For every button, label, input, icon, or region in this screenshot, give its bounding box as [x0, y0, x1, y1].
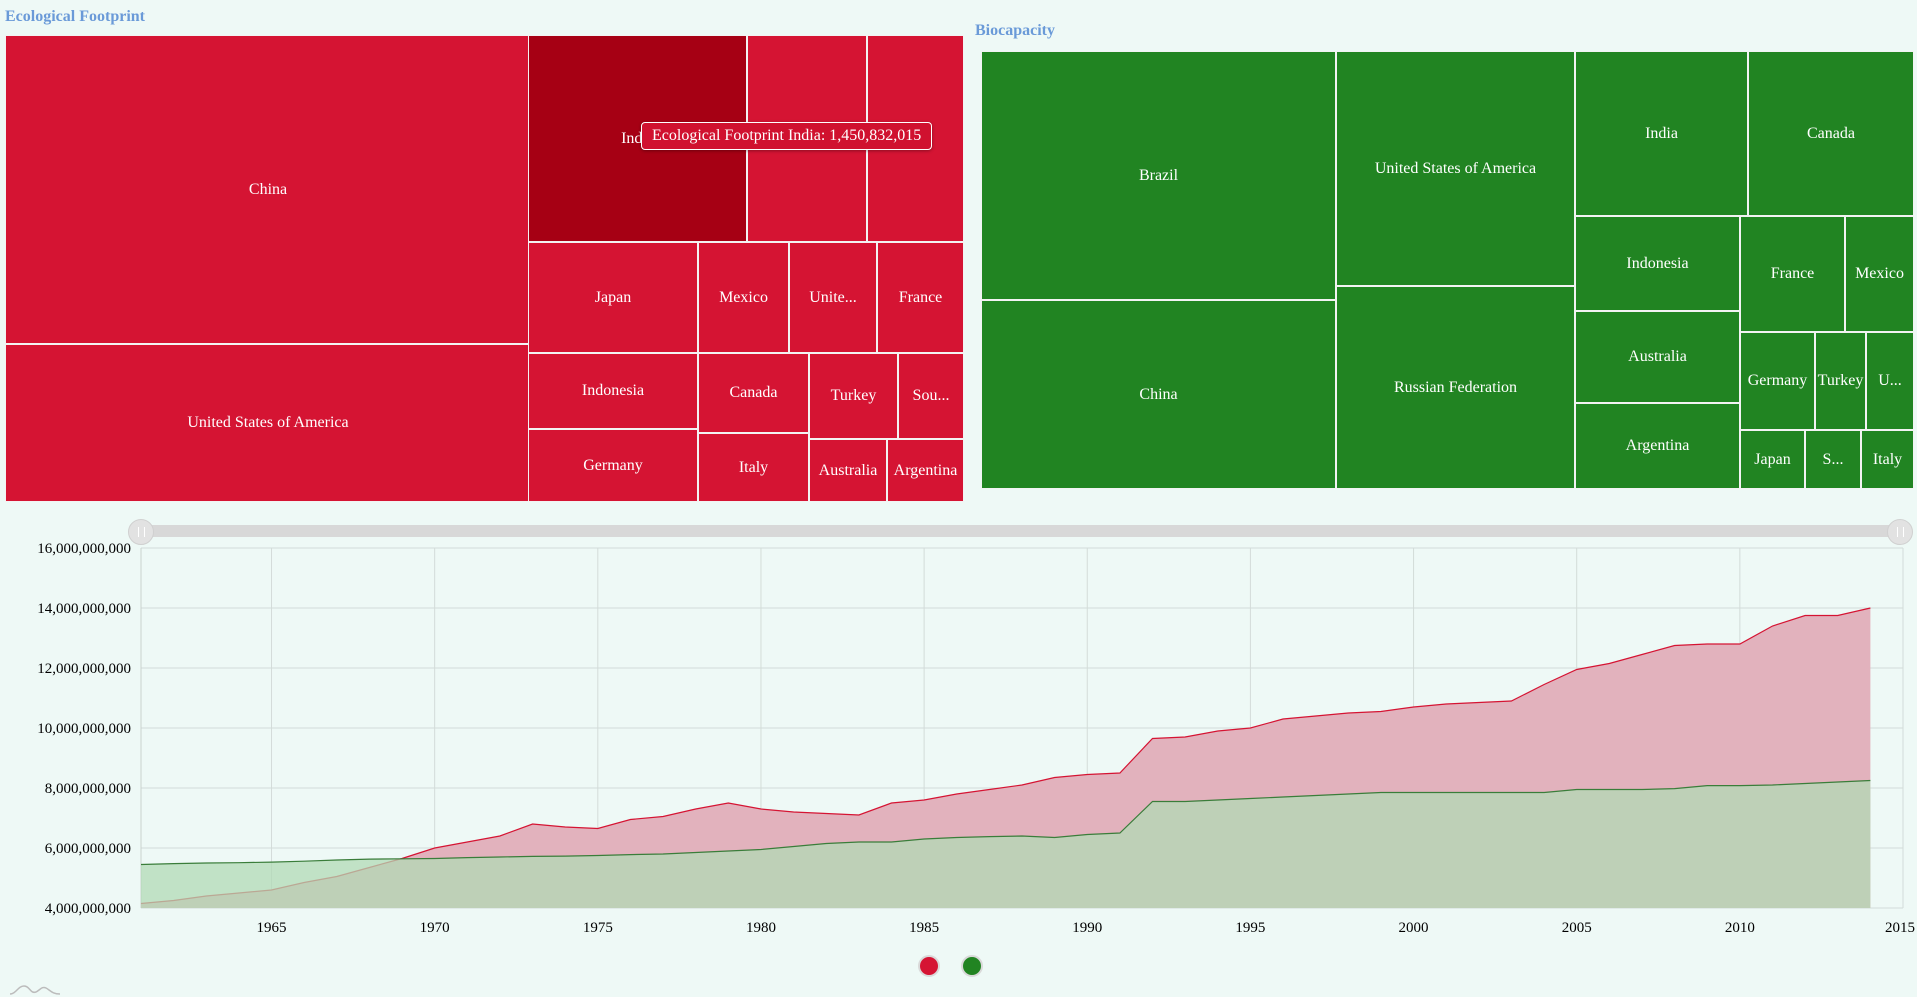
bc-cell[interactable]: France [1740, 216, 1845, 332]
ef-cell[interactable]: France [877, 242, 964, 353]
series-line-1 [140, 779, 1871, 866]
bc-cell[interactable]: China [981, 300, 1336, 489]
ef-cell[interactable]: Sou... [898, 353, 964, 439]
ef-cell[interactable]: Australia [809, 439, 887, 502]
bc-cell[interactable]: Brazil [981, 51, 1336, 300]
bc-cell[interactable]: Turkey [1815, 332, 1866, 430]
y-tick-label: 14,000,000,000 [37, 601, 131, 617]
legend-ecological-footprint[interactable] [918, 955, 940, 977]
y-tick-label: 12,000,000,000 [37, 661, 131, 677]
ef-cell[interactable]: Turkey [809, 353, 898, 439]
ef-cell[interactable]: Indonesia [528, 353, 698, 429]
x-tick-label: 1990 [1072, 920, 1102, 936]
ef-cell[interactable]: Argentina [887, 439, 964, 502]
bc-cell[interactable]: Italy [1861, 430, 1914, 489]
bc-cell[interactable]: United States of America [1336, 51, 1575, 286]
ef-cell[interactable]: Canada [698, 353, 809, 433]
x-tick-label: 1980 [746, 920, 776, 936]
x-tick-label: 1995 [1235, 920, 1265, 936]
x-tick-label: 2015 [1885, 920, 1915, 936]
legend-biocapacity[interactable] [961, 955, 983, 977]
chart-library-logo [9, 985, 61, 995]
y-tick-label: 10,000,000,000 [37, 721, 131, 737]
x-tick-label: 1970 [420, 920, 450, 936]
bc-cell[interactable]: Germany [1740, 332, 1815, 430]
bc-cell[interactable]: Canada [1748, 51, 1914, 216]
x-tick-label: 1985 [909, 920, 939, 936]
x-tick-label: 2000 [1399, 920, 1429, 936]
treemap-tooltip: Ecological Footprint India: 1,450,832,01… [641, 122, 933, 150]
ef-cell[interactable]: Japan [528, 242, 698, 353]
biocapacity-title: Biocapacity [975, 22, 1055, 39]
ef-cell[interactable]: Germany [528, 429, 698, 502]
bc-cell[interactable]: Japan [1740, 430, 1805, 489]
range-scrollbar[interactable] [140, 525, 1898, 537]
scrollbar-end-grip[interactable] [1887, 519, 1913, 545]
y-tick-label: 6,000,000,000 [45, 841, 131, 857]
x-tick-label: 1975 [583, 920, 613, 936]
bc-cell[interactable]: India [1575, 51, 1748, 216]
x-axis: 1965 1970 1975 1980 1985 1990 1995 2000 2005 2010… [257, 920, 1915, 936]
bc-cell[interactable]: Australia [1575, 311, 1740, 403]
y-tick-label: 4,000,000,000 [45, 901, 131, 917]
bc-cell[interactable]: Russian Federation [1336, 286, 1575, 489]
series-line-0 [140, 607, 1871, 905]
ef-cell[interactable]: Italy [698, 433, 809, 502]
bc-cell[interactable]: U... [1866, 332, 1914, 430]
x-tick-label: 2005 [1562, 920, 1592, 936]
bc-cell[interactable]: S... [1805, 430, 1861, 489]
x-tick-label: 1965 [257, 920, 287, 936]
y-tick-label: 8,000,000,000 [45, 781, 131, 797]
series-area-1 [141, 780, 1871, 908]
ef-cell[interactable]: Unite... [789, 242, 877, 353]
y-axis: 4,000,000,000 6,000,000,000 8,000,000,000 1… [37, 541, 131, 917]
ef-cell[interactable]: Mexico [698, 242, 789, 353]
bc-cell[interactable]: Argentina [1575, 403, 1740, 489]
chart-areas [140, 607, 1871, 908]
y-tick-label: 16,000,000,000 [37, 541, 131, 557]
scrollbar-start-grip[interactable] [128, 519, 154, 545]
bc-cell[interactable]: Mexico [1845, 216, 1914, 332]
x-tick-label: 2010 [1725, 920, 1755, 936]
ecological-footprint-title: Ecological Footprint [5, 8, 145, 25]
bc-cell[interactable]: Indonesia [1575, 216, 1740, 311]
